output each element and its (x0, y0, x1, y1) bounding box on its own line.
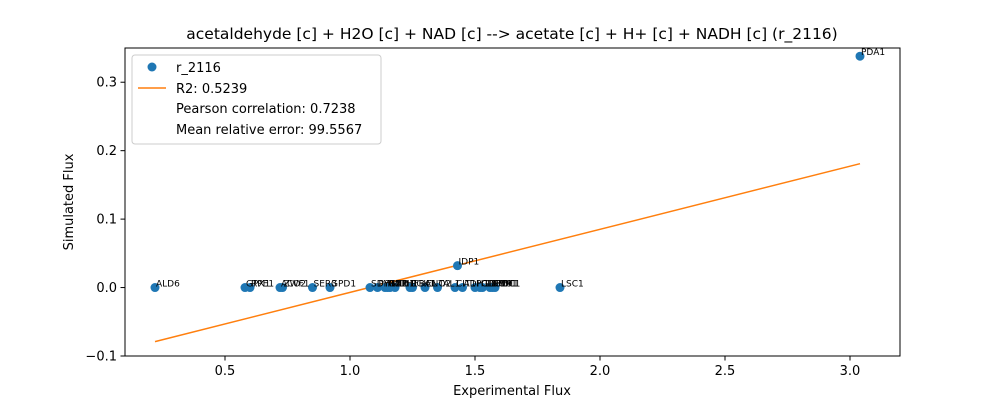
regression-fit-line (154, 162, 861, 343)
data-point-label-ald6: ALD6 (156, 280, 180, 290)
x-tick-label: 2.0 (590, 364, 611, 379)
data-point-pdc1 (490, 283, 500, 293)
legend-pearson-label: Pearson correlation: 0.7238 (176, 102, 356, 117)
data-point-tdh3 (478, 283, 487, 293)
data-point-eno2 (420, 283, 430, 293)
x-axis-label: Experimental Flux (453, 384, 571, 399)
data-point-label-pda1: PDA1 (861, 48, 885, 58)
x-tick-label: 3.0 (840, 364, 861, 379)
x-tick-label: 1.5 (465, 364, 486, 379)
data-point-label-pgk1: PGK1 (411, 280, 435, 290)
data-point-ald6 (150, 283, 160, 293)
points-layer (150, 51, 865, 293)
data-point-rpe1 (245, 283, 255, 293)
data-point-label-adh1: ADH1 (464, 280, 490, 290)
data-point-label-pdc1: PDC1 (496, 280, 520, 290)
legend-series-label: r_2116 (176, 61, 221, 76)
data-point-label-lsc1: LSC1 (561, 280, 584, 290)
data-point-label-pgi1: PGI1 (476, 280, 497, 290)
legend-r2-label: R2: 0.5239 (176, 82, 247, 97)
data-point-label-tdh3: TDH3 (483, 280, 509, 290)
data-point-label-rpe1: RPE1 (251, 280, 274, 290)
data-point-label-idp1: IDP1 (459, 258, 480, 268)
data-point-tpi1 (390, 283, 400, 293)
legend-mre-label: Mean relative error: 99.5567 (176, 123, 362, 138)
data-point-label-gpd1: GPD1 (331, 280, 356, 290)
data-point-label-pyk2: PYK2 (379, 280, 401, 290)
legend: r_2116 R2: 0.5239 Pearson correlation: 0… (131, 54, 382, 145)
plot-frame (124, 47, 901, 357)
x-tick-label: 0.5 (215, 364, 236, 379)
legend-box (131, 54, 382, 145)
y-axis-ticks: −0.1 0.0 0.1 0.2 0.3 (85, 76, 125, 365)
x-tick-label: 1.0 (340, 364, 361, 379)
data-point-ser3 (308, 283, 317, 293)
data-point-label-tkl1: TKL1 (385, 280, 408, 290)
x-axis-ticks: 0.5 1.0 1.5 2.0 2.5 3.0 (215, 356, 861, 379)
chart-title: acetaldehyde [c] + H2O [c] + NAD [c] -->… (186, 25, 837, 44)
data-point-label-fum1: FUM1 (494, 280, 519, 290)
data-point-label-gpm1: GPM1 (491, 280, 517, 290)
y-tick-label: 0.3 (96, 76, 117, 91)
data-point-label-cit1: CIT1 (456, 280, 476, 290)
data-point-adh1 (458, 283, 467, 293)
data-point-fba1 (408, 283, 417, 293)
data-point-idp1 (453, 261, 462, 271)
data-point-label-ser3: SER3 (314, 280, 337, 290)
data-point-zwf1 (278, 283, 287, 293)
data-point-label-aco2: ACO2 (281, 280, 306, 290)
y-axis-label: Simulated Flux (62, 153, 77, 250)
y-tick-label: 0.2 (96, 144, 117, 159)
data-point-lsc1 (555, 283, 565, 293)
data-point-sdh1 (365, 283, 375, 293)
data-point-tal1 (433, 283, 442, 293)
data-point-label-sdh1: SDH1 (371, 280, 396, 290)
y-tick-label: −0.1 (85, 350, 117, 365)
data-point-label-gpx1: GPX1 (246, 280, 270, 290)
data-point-label-gnd1: GND1 (389, 280, 415, 290)
data-point-label-mdh1: MDH1 (391, 280, 418, 290)
data-point-label-cdc19: CDC19 (481, 280, 512, 290)
y-tick-label: 0.0 (96, 281, 117, 296)
y-tick-label: 0.1 (96, 213, 117, 228)
data-point-gpd1 (325, 283, 335, 293)
x-tick-label: 2.5 (715, 364, 736, 379)
data-point-label-zwf1: ZWF1 (284, 280, 310, 290)
data-point-pyk2 (373, 283, 382, 293)
legend-point-marker (147, 62, 157, 72)
data-point-label-tpi1: TPI1 (395, 280, 415, 290)
data-point-label-tal1: TAL1 (438, 280, 461, 290)
fit-line-layer (154, 162, 861, 343)
data-point-label-fba1: FBA1 (414, 280, 437, 290)
data-point-cit1 (450, 283, 460, 293)
data-point-label-eno2: ENO2 (426, 280, 451, 290)
data-point-pda1 (855, 51, 865, 61)
